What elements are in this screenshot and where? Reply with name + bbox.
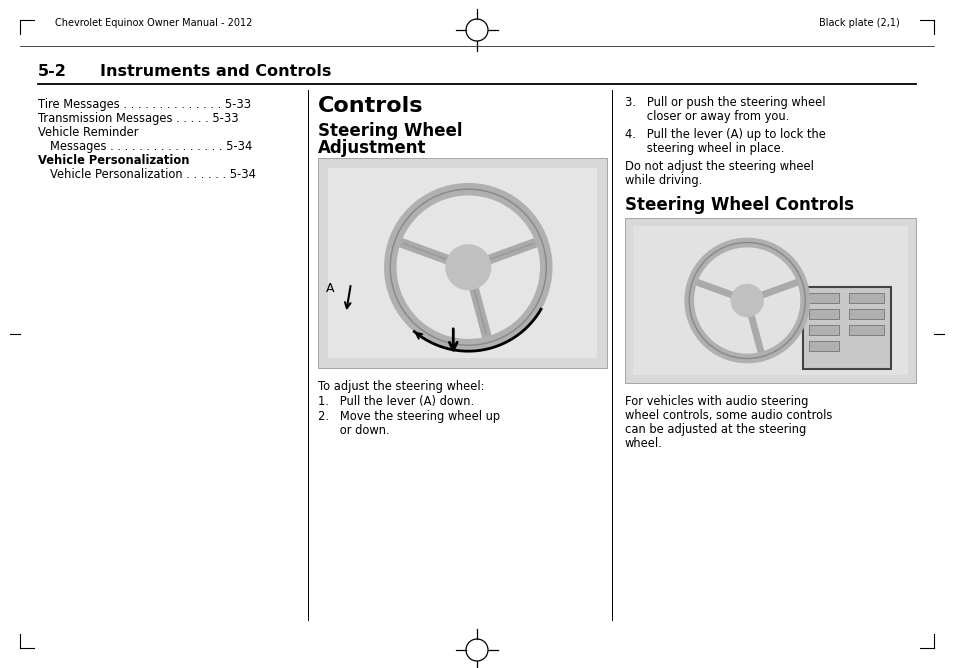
- Text: or down.: or down.: [317, 424, 389, 437]
- Bar: [317, 158, 606, 368]
- Text: 4.   Pull the lever (A) up to lock the: 4. Pull the lever (A) up to lock the: [624, 128, 825, 141]
- Text: To adjust the steering wheel:: To adjust the steering wheel:: [317, 380, 484, 393]
- Bar: [807, 325, 838, 335]
- Bar: [633, 226, 907, 375]
- Text: Vehicle Reminder: Vehicle Reminder: [38, 126, 138, 139]
- Text: 3.   Pull or push the steering wheel: 3. Pull or push the steering wheel: [624, 96, 824, 109]
- Text: can be adjusted at the steering: can be adjusted at the steering: [624, 423, 805, 436]
- Bar: [801, 287, 889, 369]
- Text: A: A: [326, 282, 335, 295]
- Text: Transmission Messages . . . . . 5-33: Transmission Messages . . . . . 5-33: [38, 112, 238, 125]
- Text: 1.   Pull the lever (A) down.: 1. Pull the lever (A) down.: [317, 395, 474, 408]
- Text: Adjustment: Adjustment: [317, 139, 426, 157]
- Text: closer or away from you.: closer or away from you.: [624, 110, 788, 123]
- Bar: [847, 293, 882, 303]
- Text: Steering Wheel Controls: Steering Wheel Controls: [624, 196, 853, 214]
- Text: Steering Wheel: Steering Wheel: [317, 122, 462, 140]
- Bar: [807, 341, 838, 351]
- Text: Tire Messages . . . . . . . . . . . . . . 5-33: Tire Messages . . . . . . . . . . . . . …: [38, 98, 251, 111]
- Circle shape: [446, 245, 490, 289]
- Bar: [807, 293, 838, 303]
- Text: wheel.: wheel.: [624, 437, 662, 450]
- Text: Vehicle Personalization . . . . . . 5-34: Vehicle Personalization . . . . . . 5-34: [50, 168, 255, 181]
- Text: 2.   Move the steering wheel up: 2. Move the steering wheel up: [317, 410, 499, 423]
- Text: Vehicle Personalization: Vehicle Personalization: [38, 154, 190, 167]
- Bar: [328, 168, 597, 358]
- Text: Chevrolet Equinox Owner Manual - 2012: Chevrolet Equinox Owner Manual - 2012: [55, 18, 253, 28]
- Text: while driving.: while driving.: [624, 174, 701, 187]
- Bar: [807, 309, 838, 319]
- Bar: [624, 218, 915, 383]
- Text: 5-2: 5-2: [38, 64, 67, 79]
- Circle shape: [730, 285, 762, 317]
- Text: Controls: Controls: [317, 96, 423, 116]
- Text: Black plate (2,1): Black plate (2,1): [819, 18, 899, 28]
- Bar: [847, 309, 882, 319]
- Text: steering wheel in place.: steering wheel in place.: [624, 142, 783, 155]
- Text: Do not adjust the steering wheel: Do not adjust the steering wheel: [624, 160, 813, 173]
- Text: Instruments and Controls: Instruments and Controls: [100, 64, 331, 79]
- Text: Messages . . . . . . . . . . . . . . . . 5-34: Messages . . . . . . . . . . . . . . . .…: [50, 140, 252, 153]
- Text: wheel controls, some audio controls: wheel controls, some audio controls: [624, 409, 832, 422]
- Bar: [847, 325, 882, 335]
- Text: For vehicles with audio steering: For vehicles with audio steering: [624, 395, 807, 408]
